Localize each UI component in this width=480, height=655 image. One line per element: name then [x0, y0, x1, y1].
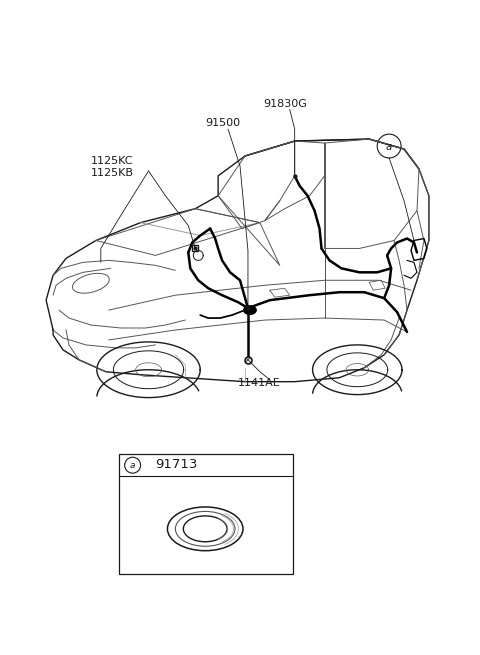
Text: 91713: 91713 [156, 458, 198, 471]
Bar [119, 455, 293, 574]
Text: 1141AE: 1141AE [238, 378, 281, 388]
Ellipse shape [243, 305, 257, 315]
Text: 91500: 91500 [205, 118, 240, 128]
Text: 91830G: 91830G [263, 100, 307, 109]
Text: 1125KC: 1125KC [91, 156, 133, 166]
Text: a: a [130, 460, 135, 470]
Text: 1125KB: 1125KB [91, 168, 134, 178]
Text: a: a [386, 142, 392, 152]
